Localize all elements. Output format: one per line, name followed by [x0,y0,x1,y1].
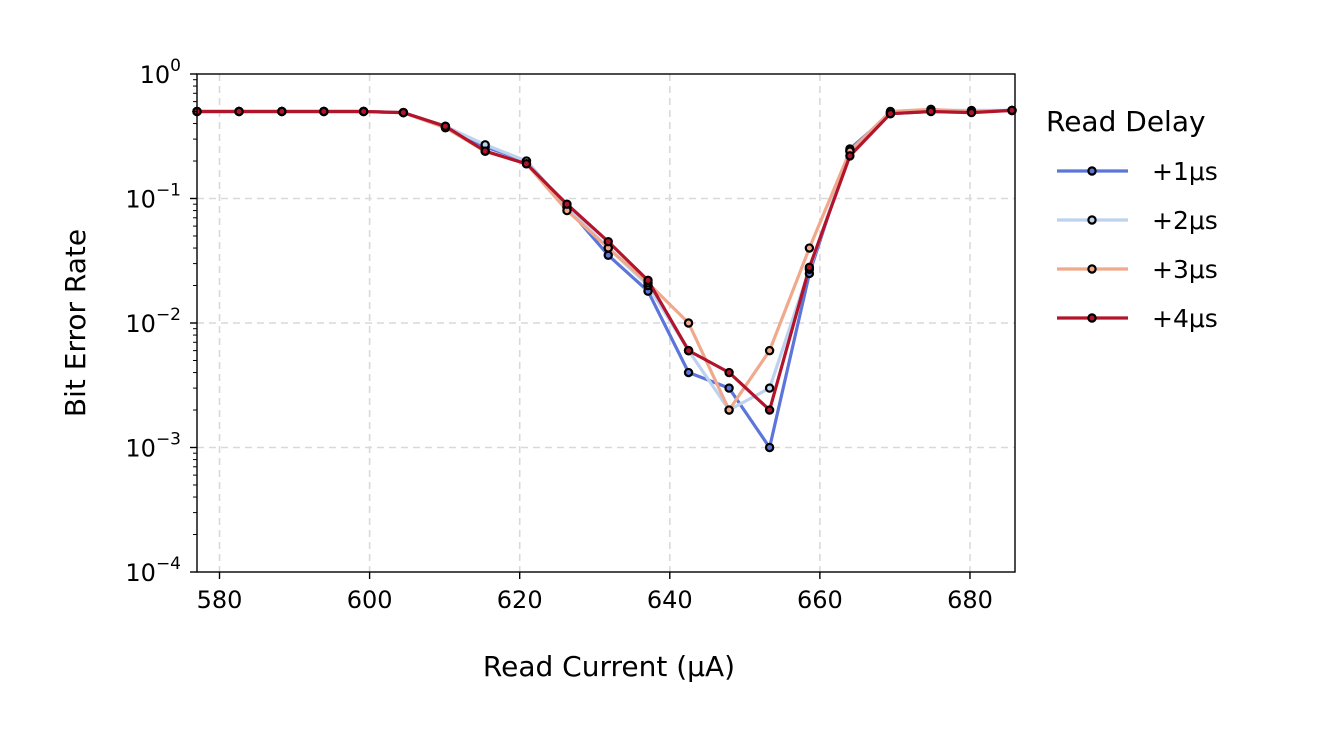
x-axis-label: Read Current (μA) [483,650,735,683]
y-ticks: 100 10−1 10−2 10−3 10−4 [125,56,197,587]
data-point [804,243,815,253]
y-tick-label: 100 [140,56,181,89]
markers-layer [192,104,1017,453]
data-point [724,405,734,415]
legend-label: +3μs [1152,255,1218,284]
data-point [885,108,896,119]
data-point [724,367,734,378]
x-tick-label: 660 [797,586,843,614]
data-point [764,405,775,415]
data-point [764,442,775,453]
data-point [603,236,613,247]
data-point [683,318,694,328]
grid-layer [197,74,1015,572]
data-point [683,345,694,356]
legend-swatch-marker [1087,264,1097,274]
legend: Read Delay +1μs +2μs +3μs +4μs [1046,105,1218,333]
x-tick-label: 620 [497,586,543,614]
legend-label: +4μs [1152,304,1218,333]
legend-label: +1μs [1152,157,1218,186]
data-point [926,106,936,117]
legend-swatch-marker [1087,215,1097,225]
legend-title: Read Delay [1046,105,1206,138]
data-point [724,383,734,393]
legend-swatch-marker [1087,313,1097,323]
data-point [966,107,977,118]
data-point [845,151,855,161]
series-line [197,108,1013,412]
series-line [197,107,1013,412]
data-point [603,250,613,260]
x-ticks: 580 600 620 640 660 680 [197,572,993,614]
series-layer [197,107,1013,450]
legend-swatch-marker [1087,166,1097,176]
data-point [319,106,329,117]
x-tick-label: 680 [947,586,993,614]
data-point [764,383,775,393]
y-tick-label: 10−3 [125,430,181,463]
data-point [398,107,409,118]
data-point [764,345,775,356]
data-point [562,199,572,209]
legend-label: +2μs [1152,206,1218,235]
series-line [197,108,1013,450]
data-point [440,121,451,132]
y-tick-label: 10−4 [125,554,181,587]
data-point [521,159,532,169]
data-point [277,106,287,117]
y-tick-label: 10−1 [125,181,181,214]
data-point [683,367,694,378]
x-tick-label: 580 [197,586,243,614]
x-tick-label: 600 [347,586,393,614]
y-axis-label: Bit Error Rate [59,229,92,417]
data-point [804,262,815,273]
data-point [234,106,244,117]
series-line [197,108,1012,412]
data-point [643,275,653,286]
data-point [358,106,369,117]
data-point [480,146,490,156]
x-tick-label: 640 [647,586,693,614]
y-tick-label: 10−2 [125,305,181,338]
